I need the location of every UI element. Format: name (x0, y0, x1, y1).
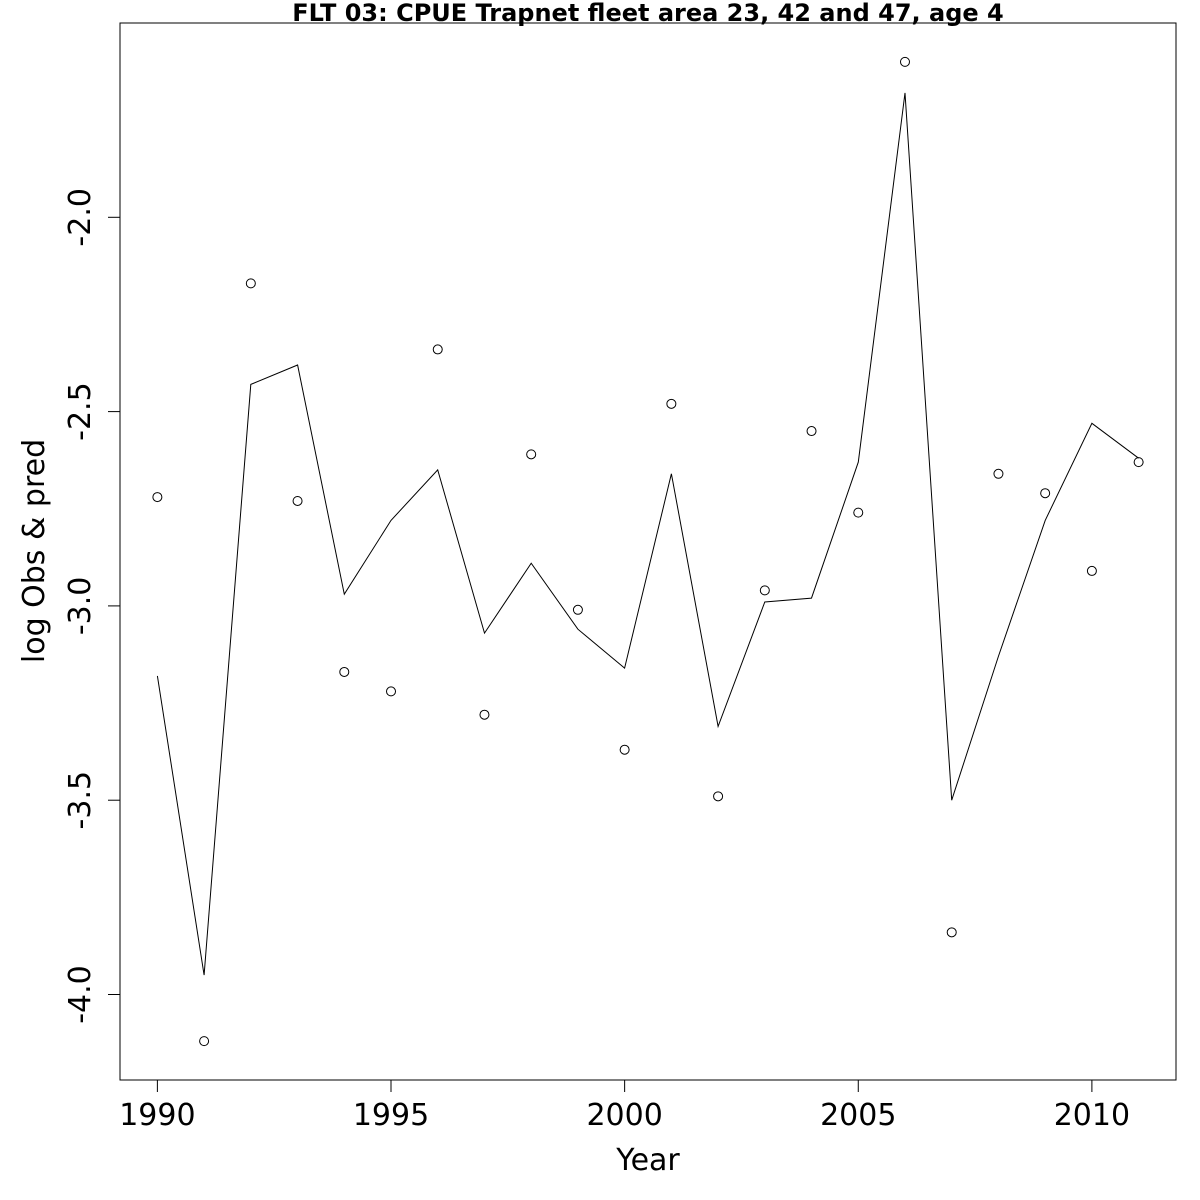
observed-point (292, 495, 303, 506)
x-axis: 1990 1995 2000 2005 2010 (119, 1079, 1130, 1133)
observed-point (713, 791, 724, 802)
observed-point (339, 666, 350, 677)
x-tick-label: 2000 (586, 1098, 662, 1133)
observed-point (666, 398, 677, 409)
observed-point (853, 507, 864, 518)
observed-point (572, 604, 583, 615)
x-tick-label: 2005 (820, 1098, 896, 1133)
observed-point (479, 709, 490, 720)
observed-point (245, 278, 256, 289)
observed-point (993, 468, 1004, 479)
y-tick-label: -3.0 (63, 577, 98, 636)
plot-frame (119, 22, 1177, 1081)
observed-point (1086, 565, 1097, 576)
x-tick-label: 1995 (353, 1098, 429, 1133)
x-axis-title: Year (615, 1143, 680, 1178)
observed-point (152, 492, 163, 503)
y-tick-label: -2.0 (63, 188, 98, 247)
observed-point (806, 426, 817, 437)
y-tick-label: -2.5 (63, 382, 98, 441)
observed-point (386, 686, 397, 697)
predicted-series (156, 92, 1139, 976)
observed-point (199, 1036, 210, 1047)
observed-point (432, 344, 443, 355)
y-axis: -4.0 -3.5 -3.0 -2.5 -2.0 (63, 188, 121, 1024)
observed-point (526, 449, 537, 460)
y-tick-label: -4.0 (63, 965, 98, 1024)
observed-point (946, 927, 957, 938)
observed-series (152, 56, 1144, 1047)
observed-point (619, 744, 630, 755)
observed-point (899, 56, 910, 67)
x-tick-label: 1990 (119, 1098, 195, 1133)
predicted-line (156, 92, 1139, 976)
y-tick-label: -3.5 (63, 771, 98, 830)
y-axis-title: log Obs & pred (17, 439, 52, 663)
observed-point (759, 585, 770, 596)
observed-point (1040, 488, 1051, 499)
observed-point (1133, 457, 1144, 468)
x-tick-label: 2010 (1054, 1098, 1130, 1133)
